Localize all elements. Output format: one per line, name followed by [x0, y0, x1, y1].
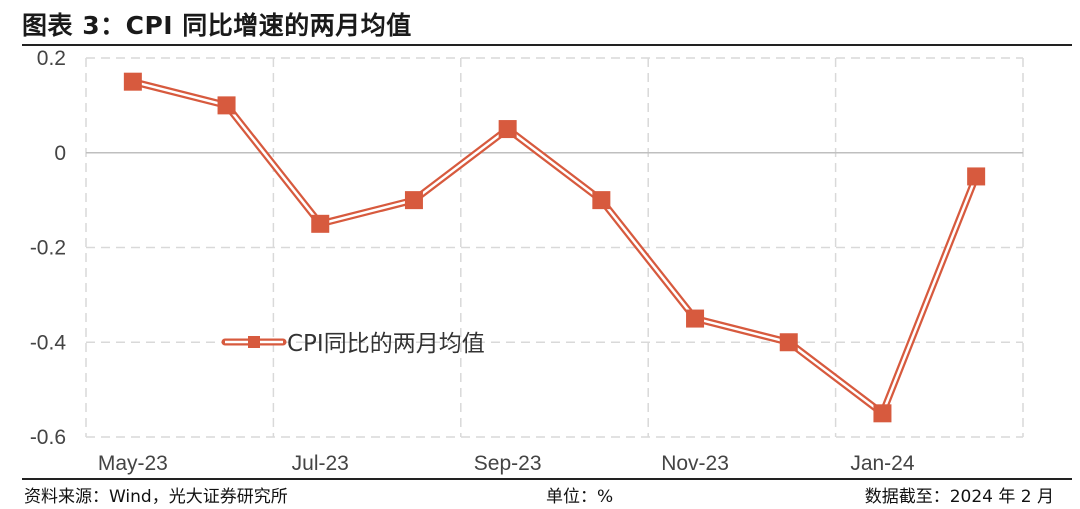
series-markers: [123, 72, 986, 423]
data-point: [498, 120, 517, 139]
title-rule: [22, 44, 1072, 46]
data-point: [217, 96, 236, 115]
x-tick-label: Sep-23: [474, 452, 542, 475]
grid-lines: [85, 57, 1024, 438]
chart-title: 图表 3：CPI 同比增速的两月均值: [22, 11, 412, 40]
data-date-note: 数据截至：2024 年 2 月: [864, 487, 1054, 507]
source-note: 资料来源：Wind，光大证券研究所: [24, 487, 288, 507]
series-line: [131, 78, 980, 419]
series-line-inner: [132, 80, 978, 416]
y-tick-label: -0.6: [30, 426, 66, 449]
legend: CPI同比的两月均值: [221, 331, 485, 357]
y-axis-ticks: 0.2 0 -0.2 -0.4 -0.6: [30, 47, 67, 449]
data-point: [123, 72, 142, 91]
y-tick-label: 0: [54, 142, 66, 165]
data-point: [686, 309, 705, 328]
x-tick-label: Nov-23: [661, 452, 729, 475]
legend-label: CPI同比的两月均值: [287, 331, 485, 357]
y-tick-label: -0.2: [30, 237, 66, 260]
x-tick-label: Jan-24: [850, 452, 915, 475]
y-tick-label: 0.2: [37, 47, 66, 70]
x-axis-ticks: May-23 Jul-23 Sep-23 Nov-23 Jan-24: [98, 452, 915, 475]
x-tick-label: May-23: [98, 452, 168, 475]
y-tick-label: -0.4: [30, 331, 67, 354]
data-point: [404, 191, 423, 210]
data-point: [779, 333, 798, 352]
data-point: [873, 404, 892, 423]
data-point: [592, 191, 611, 210]
data-point: [967, 167, 986, 186]
unit-note: 单位：%: [546, 487, 614, 507]
x-tick-label: Jul-23: [292, 452, 349, 475]
data-point: [311, 214, 330, 233]
footer-rule: [22, 478, 1072, 480]
